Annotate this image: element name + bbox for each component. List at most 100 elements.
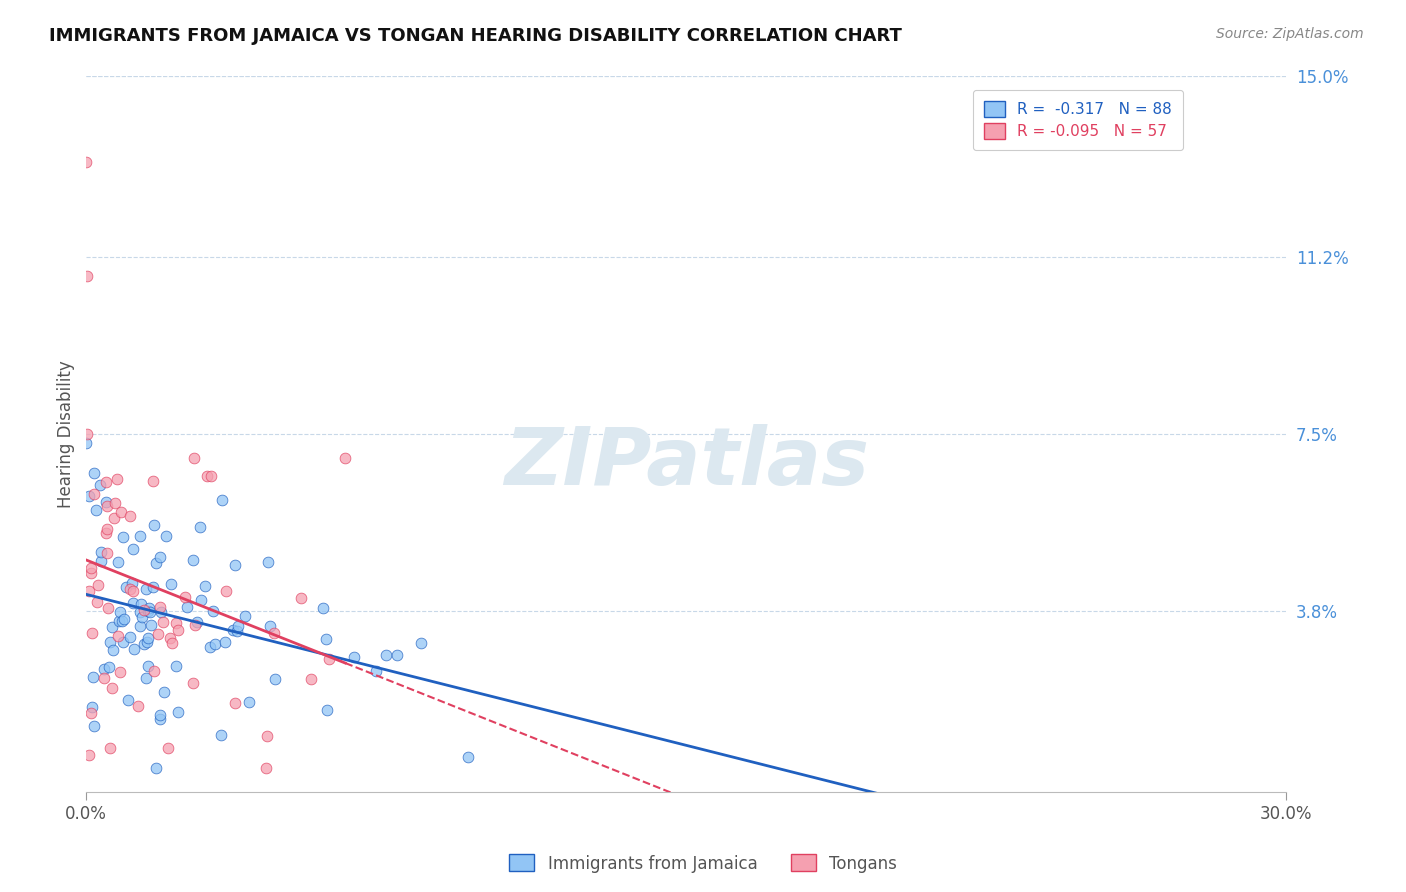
Point	[190, 592, 212, 607]
Point	[145, 556, 167, 570]
Point	[107, 628, 129, 642]
Point	[98, 660, 121, 674]
Point	[96, 499, 118, 513]
Point	[457, 750, 479, 764]
Point	[142, 580, 165, 594]
Point	[108, 665, 131, 680]
Point	[80, 700, 103, 714]
Point	[82, 670, 104, 684]
Point	[375, 648, 398, 662]
Point	[83, 719, 105, 733]
Point	[76, 269, 98, 284]
Point	[80, 561, 103, 575]
Text: Source: ZipAtlas.com: Source: ZipAtlas.com	[1216, 27, 1364, 41]
Point	[105, 472, 128, 486]
Point	[141, 617, 163, 632]
Point	[165, 615, 187, 630]
Point	[118, 630, 141, 644]
Point	[118, 509, 141, 524]
Point	[142, 518, 165, 533]
Point	[122, 641, 145, 656]
Point	[83, 487, 105, 501]
Point	[83, 466, 105, 480]
Point	[103, 510, 125, 524]
Point	[138, 601, 160, 615]
Point	[167, 705, 190, 719]
Point	[110, 606, 132, 620]
Point	[77, 584, 100, 599]
Text: ZIPatlas: ZIPatlas	[503, 424, 869, 501]
Point	[215, 584, 238, 599]
Point	[142, 664, 165, 678]
Point	[238, 695, 260, 709]
Point	[157, 741, 180, 756]
Point	[90, 544, 112, 558]
Point	[146, 626, 169, 640]
Point	[299, 672, 322, 686]
Point	[188, 520, 211, 534]
Point	[135, 671, 157, 685]
Point	[131, 610, 153, 624]
Point	[259, 618, 281, 632]
Point	[75, 436, 97, 450]
Point	[89, 478, 111, 492]
Point	[235, 608, 257, 623]
Point	[167, 623, 190, 637]
Point	[142, 474, 165, 488]
Point	[101, 643, 124, 657]
Point	[128, 618, 150, 632]
Point	[256, 729, 278, 743]
Point	[290, 591, 312, 605]
Point	[214, 635, 236, 649]
Point	[152, 685, 174, 699]
Point	[315, 703, 337, 717]
Point	[107, 555, 129, 569]
Point	[122, 596, 145, 610]
Point	[128, 605, 150, 619]
Point	[79, 566, 101, 581]
Point	[75, 154, 97, 169]
Point	[94, 526, 117, 541]
Point	[96, 546, 118, 560]
Point	[224, 558, 246, 572]
Point	[132, 603, 155, 617]
Point	[366, 664, 388, 678]
Point	[225, 624, 247, 638]
Point	[77, 748, 100, 763]
Point	[149, 707, 172, 722]
Point	[343, 650, 366, 665]
Point	[254, 761, 277, 775]
Point	[195, 468, 218, 483]
Point	[204, 637, 226, 651]
Point	[98, 635, 121, 649]
Point	[127, 698, 149, 713]
Point	[80, 706, 103, 720]
Point	[101, 681, 124, 695]
Point	[257, 555, 280, 569]
Point	[80, 626, 103, 640]
Point	[97, 600, 120, 615]
Point	[84, 503, 107, 517]
Point	[128, 529, 150, 543]
Point	[315, 632, 337, 647]
Point	[318, 651, 340, 665]
Point	[186, 615, 208, 629]
Point	[335, 450, 357, 465]
Point	[98, 741, 121, 756]
Point	[226, 618, 249, 632]
Point	[194, 579, 217, 593]
Point	[121, 541, 143, 556]
Point	[263, 625, 285, 640]
Point	[135, 582, 157, 597]
Point	[183, 618, 205, 632]
Point	[211, 492, 233, 507]
Point	[176, 600, 198, 615]
Legend: Immigrants from Jamaica, Tongans: Immigrants from Jamaica, Tongans	[502, 847, 904, 880]
Point	[411, 636, 433, 650]
Point	[149, 605, 172, 619]
Point	[107, 614, 129, 628]
Point	[112, 635, 135, 649]
Text: IMMIGRANTS FROM JAMAICA VS TONGAN HEARING DISABILITY CORRELATION CHART: IMMIGRANTS FROM JAMAICA VS TONGAN HEARIN…	[49, 27, 903, 45]
Point	[149, 599, 172, 614]
Point	[145, 761, 167, 775]
